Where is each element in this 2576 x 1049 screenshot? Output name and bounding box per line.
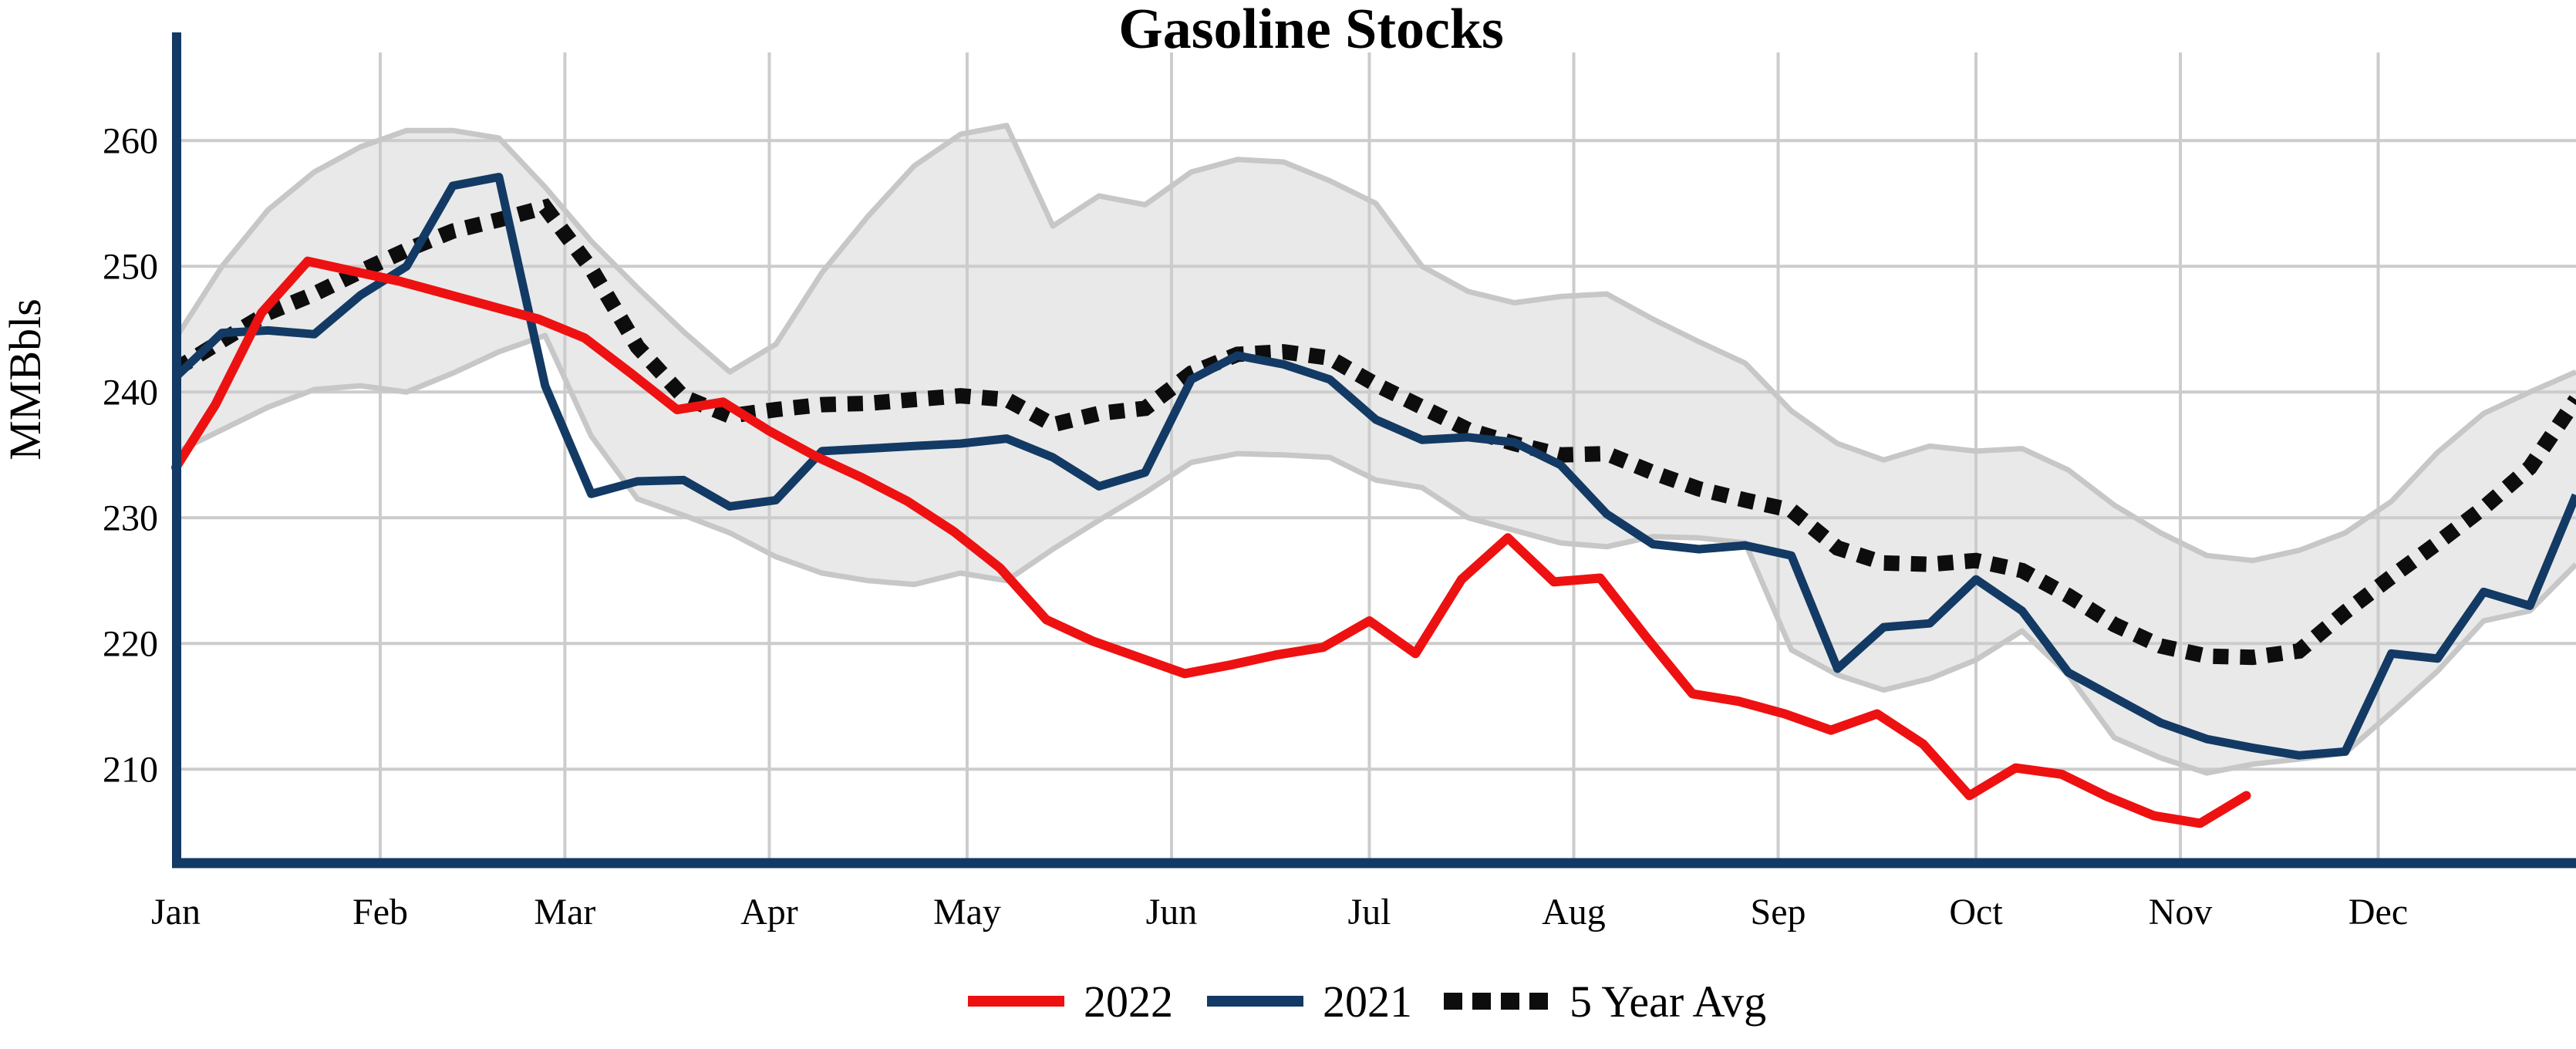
x-tick-label: Jun <box>1146 892 1198 933</box>
legend-label-2021: 2021 <box>1323 976 1412 1027</box>
legend: 2022 2021 5 Year Avg <box>968 976 1766 1027</box>
x-tick-label: Jul <box>1347 892 1391 933</box>
x-tick-label: Dec <box>2348 892 2408 933</box>
five-year-range-lower-edge <box>174 332 2576 776</box>
five-year-range-upper-edge <box>174 123 2576 564</box>
plot-layer: 210 220 230 240 250 260 Jan Feb Mar Apr May Jun Jul A… <box>103 32 2576 933</box>
legend-label-2022: 2022 <box>1084 976 1173 1027</box>
x-tick-label: Nov <box>2149 892 2213 933</box>
x-tick-label: Apr <box>740 892 798 933</box>
y-tick-label: 240 <box>103 372 158 413</box>
x-tick-label: May <box>933 892 1001 933</box>
series-2022-line <box>171 256 2251 828</box>
x-tick-label: Mar <box>534 892 595 933</box>
y-tick-label: 260 <box>103 120 158 161</box>
y-tick-label: 230 <box>103 498 158 538</box>
y-tick-label: 210 <box>103 749 158 790</box>
y-tick-label: 250 <box>103 246 158 287</box>
x-tick-label: Feb <box>352 892 408 933</box>
legend-label-5yr-avg: 5 Year Avg <box>1570 976 1766 1027</box>
y-axis-label: MMBbls <box>0 299 50 460</box>
y-tick-label: 220 <box>103 623 158 664</box>
series-2021-line <box>173 173 2576 760</box>
five-year-range-band <box>176 125 2576 774</box>
chart-title: Gasoline Stocks <box>1118 0 1504 61</box>
x-tick-label: Sep <box>1751 892 1806 933</box>
x-tick-label: Oct <box>1949 892 2003 933</box>
x-tick-label: Aug <box>1542 892 1606 933</box>
x-tick-label: Jan <box>151 892 201 933</box>
